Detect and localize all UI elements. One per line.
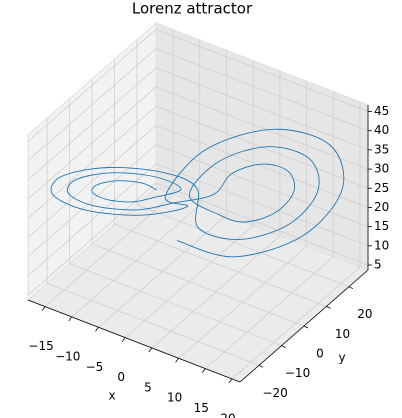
grid-line (69, 263, 282, 347)
tick-mark (68, 316, 73, 322)
grid-line (46, 282, 260, 366)
tick-mark (148, 347, 153, 353)
x-tick-label: 0 (117, 370, 125, 384)
z-tick-label: 15 (374, 219, 389, 233)
z-tick-label: 40 (374, 123, 389, 137)
z-tick-label: 30 (374, 162, 389, 176)
z-tick-label: 10 (374, 238, 389, 252)
grid-line (155, 86, 369, 170)
tick-mark (228, 378, 233, 384)
grid-line (136, 204, 350, 288)
grid-line (155, 182, 369, 266)
x-tick-label: −5 (86, 360, 104, 374)
x-axis-label: x (108, 389, 115, 403)
grid-line (27, 67, 157, 181)
grid-line (155, 125, 369, 208)
grid-line (155, 67, 369, 151)
grid-line (27, 125, 157, 238)
x-tick-label: 20 (220, 411, 235, 418)
y-tick-label: 0 (316, 347, 324, 361)
y-tick-label: 20 (357, 307, 372, 321)
x-tick-label: 10 (167, 391, 182, 405)
grid-line (155, 144, 369, 228)
z-tick-label: 5 (374, 258, 382, 272)
tick-mark (326, 305, 331, 309)
tick-mark (348, 286, 354, 290)
trajectory (50, 128, 345, 258)
tick-mark (303, 325, 309, 329)
grid-line (155, 163, 369, 247)
z-tick-label: 20 (374, 200, 389, 214)
z-tick-label: 25 (374, 181, 389, 195)
tick-mark (258, 364, 264, 368)
grid-line (27, 48, 157, 162)
y-tick-label: 10 (335, 327, 350, 341)
grid-line (27, 163, 157, 277)
grid-line (27, 105, 157, 219)
y-tick-label: −20 (262, 386, 287, 400)
grid-line (27, 144, 157, 257)
chart-title: Lorenz attractor (132, 0, 253, 18)
tick-mark (281, 345, 286, 349)
grid-line (27, 29, 157, 142)
x-tick-label: 15 (194, 401, 209, 415)
y-axis-label: y (338, 351, 345, 365)
grid-line (114, 223, 327, 307)
z-tick-label: 45 (374, 104, 389, 118)
x-axis-line (27, 299, 241, 383)
y-axis-line (239, 269, 369, 383)
x-tick-label: 5 (144, 380, 152, 394)
x-tick-label: −15 (28, 339, 53, 353)
y-tick-label: −10 (285, 366, 310, 380)
tick-mark (175, 358, 179, 363)
tick-mark (41, 306, 46, 311)
grid-line (91, 243, 305, 327)
z-tick-label: 35 (374, 142, 389, 156)
grid-line (155, 29, 369, 112)
tick-mark (121, 337, 126, 342)
grid-line (155, 48, 369, 132)
x-tick-label: −10 (55, 349, 80, 363)
grid-line (27, 86, 157, 200)
tick-mark (95, 327, 99, 332)
tick-mark (201, 368, 206, 373)
